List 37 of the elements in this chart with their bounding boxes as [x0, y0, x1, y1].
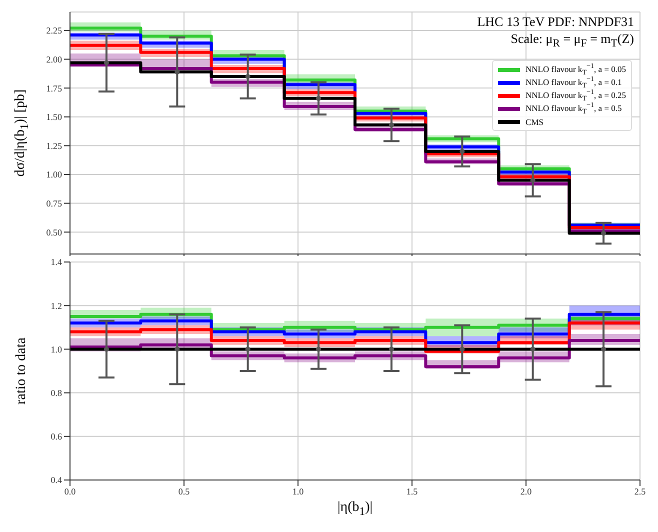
x-axis-title: |η(b$_{1}$)| [337, 500, 373, 518]
point [388, 122, 394, 128]
legend-label: NNLO flavour k$_{T}$$^{−1}$, a = 0.05 [526, 62, 626, 77]
y-tick-label: 1.4 [50, 257, 62, 268]
x-tick-label: 1.0 [292, 486, 304, 496]
legend-label: CMS [526, 116, 544, 126]
legend-label: NNLO flavour k$_{T}$$^{−1}$, a = 0.25 [526, 88, 626, 103]
point [316, 96, 322, 101]
x-tick-label: 2.5 [634, 486, 646, 496]
y-tick-label: 0.50 [46, 227, 62, 238]
point [601, 230, 606, 236]
annotation: LHC 13 TeV PDF: NNPDF31 [477, 14, 634, 29]
point [530, 178, 536, 183]
x-tick-label: 2.0 [520, 486, 532, 496]
legend-label: NNLO flavour k$_{T}$$^{−1}$, a = 0.5 [526, 101, 622, 116]
y-tick-label: 1.2 [50, 300, 62, 311]
y-tick-label: 1.25 [46, 140, 62, 151]
x-tick-label: 1.5 [406, 486, 418, 496]
annotation: Scale: μ$_{R}$ = μ$_{F}$ = m$_{T}$(Z) [510, 31, 634, 50]
y-tick-label: 0.6 [50, 432, 62, 442]
point [174, 69, 180, 74]
point [104, 60, 109, 66]
y-tick-label: 2.25 [46, 26, 62, 36]
legend-label: NNLO flavour k$_{T}$$^{−1}$, a = 0.1 [526, 75, 622, 90]
y-tick-label: 0.4 [50, 475, 62, 486]
y-tick-label: 2.00 [46, 54, 62, 64]
y-tick-label: 0.8 [50, 388, 62, 398]
y-tick-label: 1.0 [50, 344, 62, 354]
y-tick-label: 0.75 [46, 198, 62, 208]
y-tick-label: 1.50 [46, 112, 62, 122]
y-axis-title: ratio to data [14, 338, 29, 404]
y-tick-label: 1.00 [46, 170, 62, 180]
x-tick-label: 0.0 [64, 486, 76, 496]
x-tick-label: 0.5 [178, 486, 190, 496]
point [245, 74, 250, 80]
point [460, 148, 465, 154]
y-tick-label: 1.75 [46, 83, 62, 94]
